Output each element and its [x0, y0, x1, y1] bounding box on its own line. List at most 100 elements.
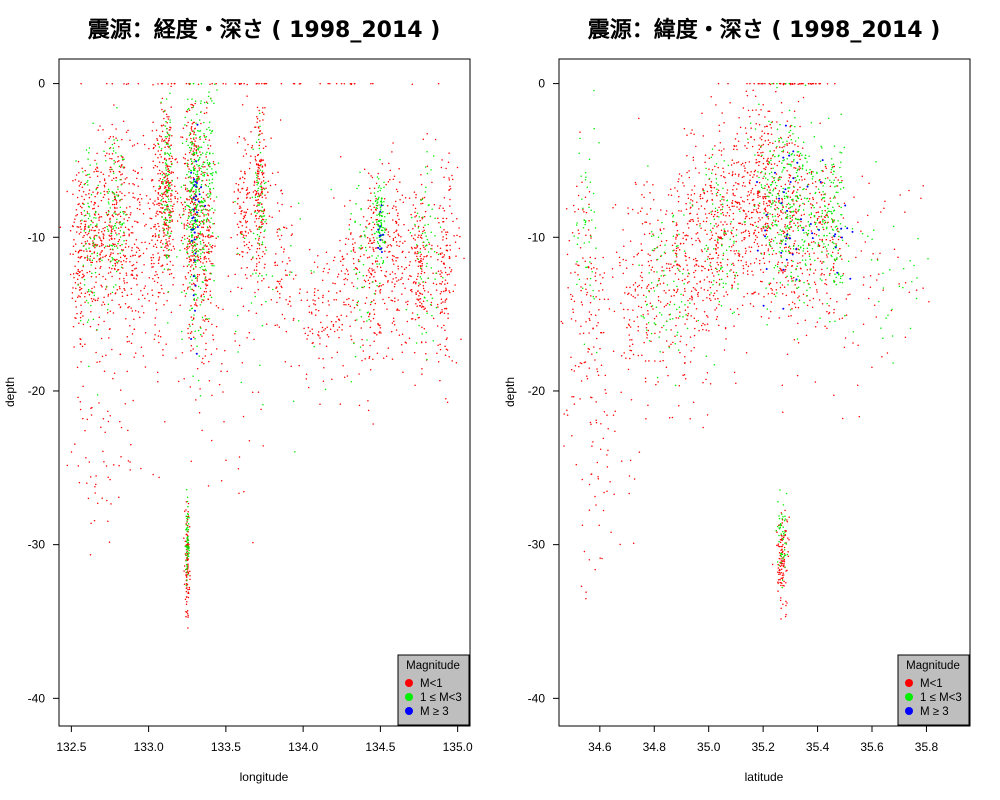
data-point	[86, 250, 88, 252]
data-point	[76, 296, 79, 299]
data-point	[380, 247, 383, 250]
data-point	[733, 184, 735, 187]
data-point	[194, 167, 196, 169]
data-point	[98, 229, 100, 231]
data-point	[745, 213, 747, 215]
data-point	[423, 308, 425, 311]
data-point	[758, 205, 760, 207]
data-point	[419, 283, 421, 285]
data-point	[691, 297, 693, 299]
data-point	[642, 294, 645, 296]
data-point	[580, 286, 582, 288]
data-point	[195, 149, 198, 152]
data-point	[439, 204, 441, 207]
data-point	[159, 291, 161, 294]
data-point	[202, 319, 204, 321]
data-point	[184, 205, 187, 208]
data-point	[442, 220, 445, 223]
data-point	[88, 230, 91, 233]
data-point	[330, 188, 332, 191]
data-point	[238, 492, 240, 495]
data-point	[317, 331, 320, 333]
data-point	[191, 247, 194, 249]
data-point	[112, 177, 115, 180]
data-point	[186, 517, 188, 520]
data-point	[158, 211, 161, 213]
data-point	[111, 190, 114, 193]
data-point	[444, 266, 447, 269]
data-point	[80, 304, 82, 306]
data-point	[418, 316, 420, 319]
data-point	[717, 264, 720, 266]
data-point	[215, 237, 217, 239]
data-point	[194, 180, 197, 183]
data-point	[166, 206, 168, 208]
data-point	[258, 211, 260, 213]
data-point	[374, 290, 377, 292]
data-point	[193, 158, 196, 161]
data-point	[377, 246, 380, 249]
data-point	[596, 268, 598, 270]
data-point	[265, 187, 267, 190]
data-point	[579, 333, 581, 335]
data-point	[439, 252, 442, 255]
data-point	[704, 229, 706, 232]
data-point	[415, 215, 418, 217]
data-point	[707, 269, 710, 272]
data-point	[187, 535, 189, 538]
data-point	[187, 163, 189, 166]
data-point	[670, 343, 672, 346]
data-point	[717, 189, 720, 192]
data-point	[112, 228, 115, 230]
data-point	[298, 292, 301, 294]
data-point	[74, 250, 77, 252]
data-point	[420, 341, 423, 344]
data-point	[168, 254, 171, 257]
data-point	[196, 276, 199, 278]
data-point	[123, 255, 126, 258]
data-point	[191, 323, 194, 325]
data-point	[649, 302, 652, 305]
data-point	[229, 290, 232, 293]
data-point	[93, 201, 96, 204]
data-point	[380, 224, 383, 226]
data-point	[704, 154, 707, 156]
data-point	[185, 501, 188, 503]
data-point	[167, 118, 170, 120]
data-point	[740, 163, 743, 166]
data-point	[234, 332, 236, 335]
data-point	[582, 209, 584, 211]
data-point	[211, 246, 213, 249]
data-point	[694, 167, 697, 169]
data-point	[288, 274, 291, 276]
data-point	[167, 225, 170, 228]
data-point	[221, 362, 223, 365]
data-point	[209, 195, 211, 197]
data-point	[319, 403, 321, 405]
data-point	[212, 172, 214, 174]
data-point	[281, 286, 283, 289]
data-point	[200, 186, 202, 189]
data-point	[746, 195, 749, 197]
data-point	[198, 224, 201, 226]
data-point	[104, 221, 106, 224]
data-point	[192, 253, 195, 255]
data-point	[157, 252, 159, 254]
data-point	[693, 133, 695, 135]
data-point	[190, 344, 193, 347]
data-point	[712, 257, 714, 259]
data-point	[258, 209, 261, 212]
data-point	[442, 290, 445, 293]
data-point	[383, 200, 385, 203]
data-point	[194, 102, 196, 105]
data-point	[452, 220, 454, 223]
data-point	[167, 179, 170, 182]
data-point	[152, 185, 155, 188]
data-point	[188, 235, 190, 237]
data-point	[156, 203, 158, 206]
data-point	[255, 265, 258, 268]
data-point	[190, 125, 193, 128]
data-point	[603, 298, 606, 301]
data-point	[646, 181, 648, 183]
data-point	[662, 275, 665, 277]
